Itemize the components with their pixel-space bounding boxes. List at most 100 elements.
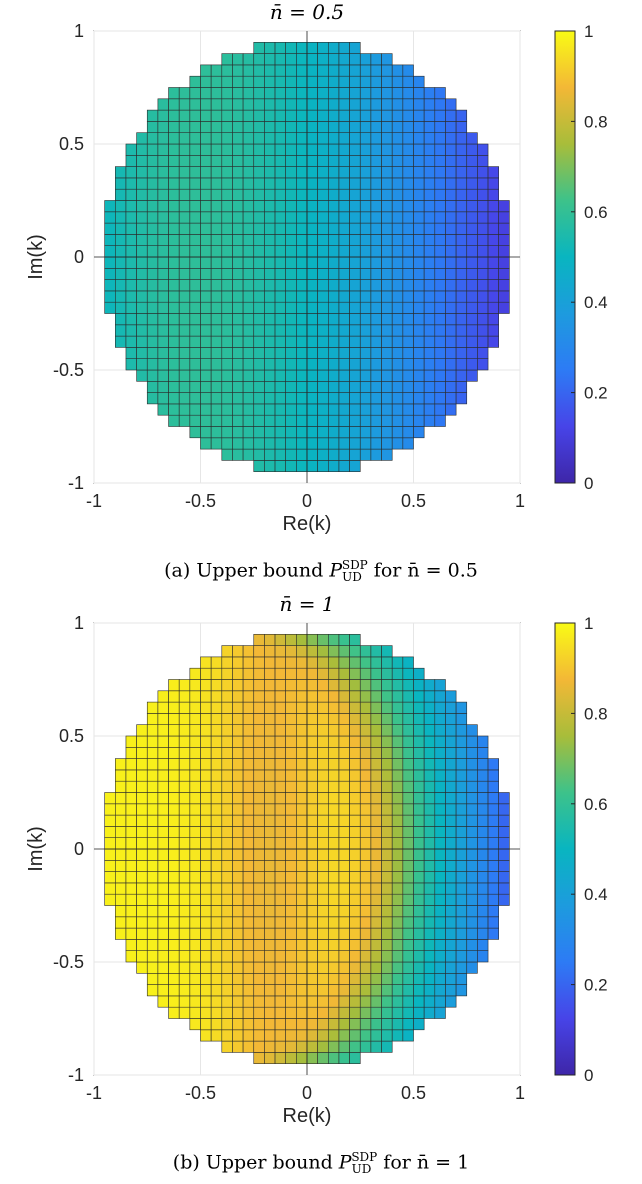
heatmap-cell	[285, 950, 297, 963]
heatmap-cell	[178, 803, 191, 816]
heatmap-cell	[136, 290, 148, 303]
heatmap-cell	[115, 769, 127, 782]
heatmap-cell	[242, 87, 255, 100]
heatmap-cell	[477, 848, 489, 861]
heatmap-cell	[317, 403, 329, 416]
heatmap-cell	[359, 98, 372, 111]
heatmap-cell	[146, 121, 159, 134]
heatmap-cell	[274, 758, 286, 771]
heatmap-cell	[296, 859, 308, 872]
heatmap-cell	[381, 792, 393, 805]
heatmap-cell	[232, 961, 244, 974]
heatmap-cell	[242, 645, 255, 658]
heatmap-cell	[381, 769, 393, 782]
heatmap-cell	[146, 200, 159, 213]
heatmap-cell	[359, 109, 372, 122]
heatmap-cell	[306, 448, 318, 461]
heatmap-cell	[327, 735, 340, 748]
heatmap-cell	[349, 893, 361, 906]
heatmap-cell	[253, 667, 265, 680]
heatmap-cell	[200, 188, 212, 201]
heatmap-cell	[296, 882, 308, 895]
heatmap-cell	[274, 724, 286, 737]
heatmap-cell	[253, 301, 265, 314]
heatmap-cell	[264, 1029, 276, 1042]
heatmap-cell	[136, 200, 148, 213]
heatmap-cell	[381, 656, 393, 669]
heatmap-cell	[455, 735, 468, 748]
heatmap-cell	[413, 132, 425, 145]
heatmap-cell	[253, 972, 265, 985]
heatmap-cell	[317, 814, 329, 827]
heatmap-cell	[317, 234, 329, 246]
heatmap-cell	[189, 109, 201, 122]
heatmap-cell	[306, 403, 318, 416]
heatmap-cell	[477, 347, 489, 359]
heatmap-cell	[264, 893, 276, 906]
heatmap-cell	[264, 234, 276, 246]
heatmap-cell	[317, 87, 329, 100]
heatmap-cell	[445, 245, 457, 258]
heatmap-cell	[338, 690, 350, 703]
heatmap-cell	[274, 234, 286, 246]
heatmap-cell	[200, 724, 212, 737]
heatmap-cell	[200, 859, 212, 872]
heatmap-cell	[296, 972, 308, 985]
heatmap-cell	[189, 324, 201, 337]
heatmap-cell	[370, 893, 382, 906]
heatmap-cell	[402, 803, 414, 816]
heatmap-cell	[370, 347, 382, 359]
heatmap-cell	[338, 53, 350, 66]
heatmap-cell	[157, 758, 169, 771]
heatmap-cell	[253, 245, 265, 258]
heatmap-cell	[381, 403, 393, 416]
heatmap-cell	[274, 859, 286, 872]
heatmap-cell	[423, 188, 436, 201]
heatmap-cell	[423, 121, 436, 134]
heatmap-cell	[189, 313, 201, 326]
heatmap-cell	[338, 245, 350, 258]
heatmap-cell	[210, 859, 223, 872]
heatmap-cell	[232, 177, 244, 190]
heatmap-cell	[285, 1018, 297, 1031]
heatmap-cell	[146, 814, 159, 827]
heatmap-cell	[157, 200, 169, 213]
heatmap-cell	[157, 347, 169, 359]
heatmap-cell	[253, 256, 265, 269]
heatmap-cell	[253, 701, 265, 714]
heatmap-cell	[296, 335, 308, 348]
heatmap-cell	[274, 335, 286, 348]
heatmap-cell	[370, 690, 382, 703]
heatmap-cell	[391, 724, 404, 737]
heatmap-cell	[487, 313, 499, 326]
heatmap-cell	[210, 814, 223, 827]
heatmap-cell	[445, 972, 457, 985]
heatmap-cell	[306, 690, 318, 703]
heatmap-cell	[210, 380, 223, 393]
heatmap-cell	[274, 301, 286, 314]
heatmap-cell	[221, 347, 233, 359]
heatmap-cell	[253, 814, 265, 827]
heatmap-cell	[445, 392, 457, 405]
heatmap-cell	[168, 335, 180, 348]
heatmap-cell	[264, 426, 276, 439]
heatmap-cell	[136, 347, 148, 359]
heatmap-cell	[157, 222, 169, 235]
heatmap-cell	[253, 155, 265, 167]
heatmap-cell	[157, 98, 169, 111]
heatmap-cell	[327, 347, 340, 359]
heatmap-cell	[391, 380, 404, 393]
heatmap-cell	[402, 403, 414, 416]
heatmap-cell	[210, 414, 223, 427]
heatmap-cell	[455, 313, 468, 326]
heatmap-cell	[370, 882, 382, 895]
heatmap-cell	[423, 301, 436, 314]
heatmap-cell	[232, 848, 244, 861]
heatmap-cell	[168, 369, 180, 382]
heatmap-cell	[391, 837, 404, 850]
heatmap-cell	[253, 769, 265, 782]
colorbar-tick-label: 1	[584, 614, 593, 633]
heatmap-cell	[349, 64, 361, 77]
heatmap-cell	[466, 211, 478, 224]
y-tick-label: -0.5	[53, 952, 84, 972]
